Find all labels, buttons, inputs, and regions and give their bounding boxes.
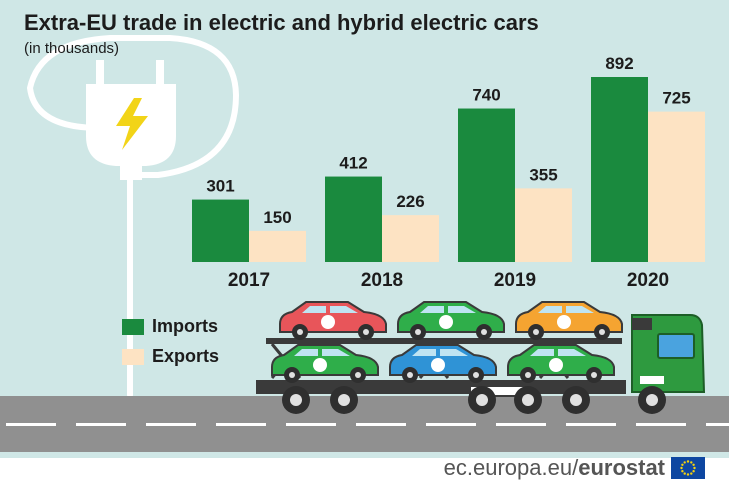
eu-stars-icon (680, 460, 696, 476)
road (0, 396, 729, 452)
bar-exports-2020 (648, 111, 705, 262)
chart-subtitle: (in thousands) (24, 40, 120, 57)
data-label-exports-2018: 226 (396, 192, 424, 211)
x-tick-label-2020: 2020 (627, 270, 669, 291)
eu-flag-icon (671, 457, 705, 479)
bar-imports-2018 (325, 176, 382, 262)
bar-exports-2018 (382, 215, 439, 262)
source-footer: ec.europa.eu/ eurostat (444, 455, 705, 481)
footer-site: ec.europa.eu/ (443, 455, 579, 480)
data-label-imports-2018: 412 (339, 154, 367, 173)
car-blue (389, 344, 497, 383)
truck-window (657, 333, 695, 359)
legend-item-imports: Imports (122, 316, 218, 337)
legend-label-imports: Imports (152, 316, 219, 336)
car-green-bottom-right (507, 344, 615, 383)
bar-imports-2020 (591, 77, 648, 262)
truck-roof-vent (632, 318, 652, 330)
plug-prong-right (156, 60, 164, 84)
legend-swatch-exports (122, 348, 144, 365)
car-green-top (397, 301, 505, 340)
data-label-exports-2017: 150 (263, 208, 291, 227)
legend-swatch-imports (122, 318, 144, 335)
bar-exports-2019 (515, 188, 572, 262)
footer-brand: eurostat (578, 455, 665, 480)
data-label-imports-2019: 740 (472, 86, 500, 105)
data-label-exports-2019: 355 (529, 165, 557, 184)
car-orange (515, 301, 623, 340)
truck-wheels (282, 386, 666, 414)
bar-chart: 301 150 2017 412 226 2018 740 355 2019 892 725 2020 (192, 54, 705, 291)
car-red (279, 301, 387, 340)
x-tick-label-2018: 2018 (361, 270, 403, 291)
bar-imports-2017 (192, 199, 249, 262)
x-tick-label-2019: 2019 (494, 270, 536, 291)
bar-imports-2019 (458, 108, 515, 263)
cars (271, 301, 623, 383)
legend-label-exports: Exports (152, 346, 220, 366)
x-tick-label-2017: 2017 (228, 270, 270, 291)
plug-icon (26, 35, 240, 398)
upper-deck (266, 338, 622, 344)
chart-title: Extra-EU trade in electric and hybrid el… (24, 10, 539, 35)
car-green-bottom-left (271, 344, 379, 383)
data-label-imports-2017: 301 (206, 177, 234, 196)
road-markings (6, 423, 729, 426)
data-label-imports-2020: 892 (605, 54, 633, 73)
plug-prong-left (96, 60, 104, 84)
truck-step (640, 376, 664, 384)
legend-item-exports: Exports (122, 346, 219, 367)
plug-neck (120, 166, 142, 180)
data-label-exports-2020: 725 (662, 89, 690, 108)
bar-exports-2017 (249, 230, 306, 262)
lightning-icon (116, 98, 148, 150)
